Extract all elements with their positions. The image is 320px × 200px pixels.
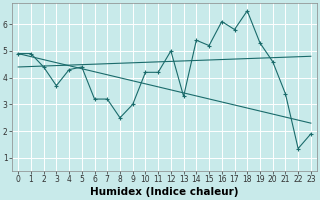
X-axis label: Humidex (Indice chaleur): Humidex (Indice chaleur) xyxy=(90,187,239,197)
